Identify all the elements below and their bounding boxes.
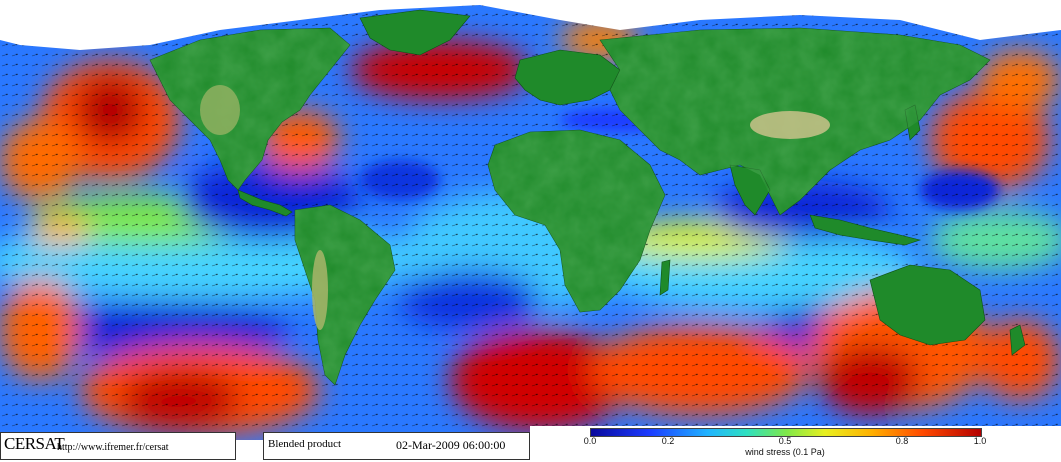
- colorbar-tick-3: 0.8: [895, 436, 909, 446]
- central-america: [237, 189, 293, 217]
- credit-url[interactable]: http://www.ifremer.fr/cersat: [57, 442, 169, 453]
- arctic-ice: [0, 0, 1061, 50]
- greenland: [359, 9, 471, 56]
- colorbar-tick-1: 0.2: [661, 436, 675, 446]
- colorbar-legend: 0.0 0.2 0.5 0.8 1.0 wind stress (0.1 Pa): [530, 426, 1061, 462]
- colorbar-label: wind stress (0.1 Pa): [745, 447, 825, 457]
- madagascar: [659, 259, 671, 296]
- product-name: Blended product: [268, 438, 342, 450]
- colorbar-tick-4: 1.0: [973, 436, 987, 446]
- new-zealand: [1009, 324, 1026, 356]
- credit-box: CERSAT http://www.ifremer.fr/cersat: [0, 432, 236, 460]
- colorbar-gradient: [590, 428, 982, 437]
- product-box: Blended product 02-Mar-2009 06:00:00: [263, 432, 530, 460]
- highlands: [200, 85, 830, 330]
- australia: [869, 264, 986, 346]
- cersat-logo: CERSAT: [4, 434, 65, 453]
- product-datetime: 02-Mar-2009 06:00:00: [396, 438, 506, 452]
- indonesia: [809, 214, 922, 246]
- europe: [514, 49, 621, 106]
- colorbar-tick-2: 0.5: [778, 436, 792, 446]
- colorbar-tick-0: 0.0: [583, 436, 597, 446]
